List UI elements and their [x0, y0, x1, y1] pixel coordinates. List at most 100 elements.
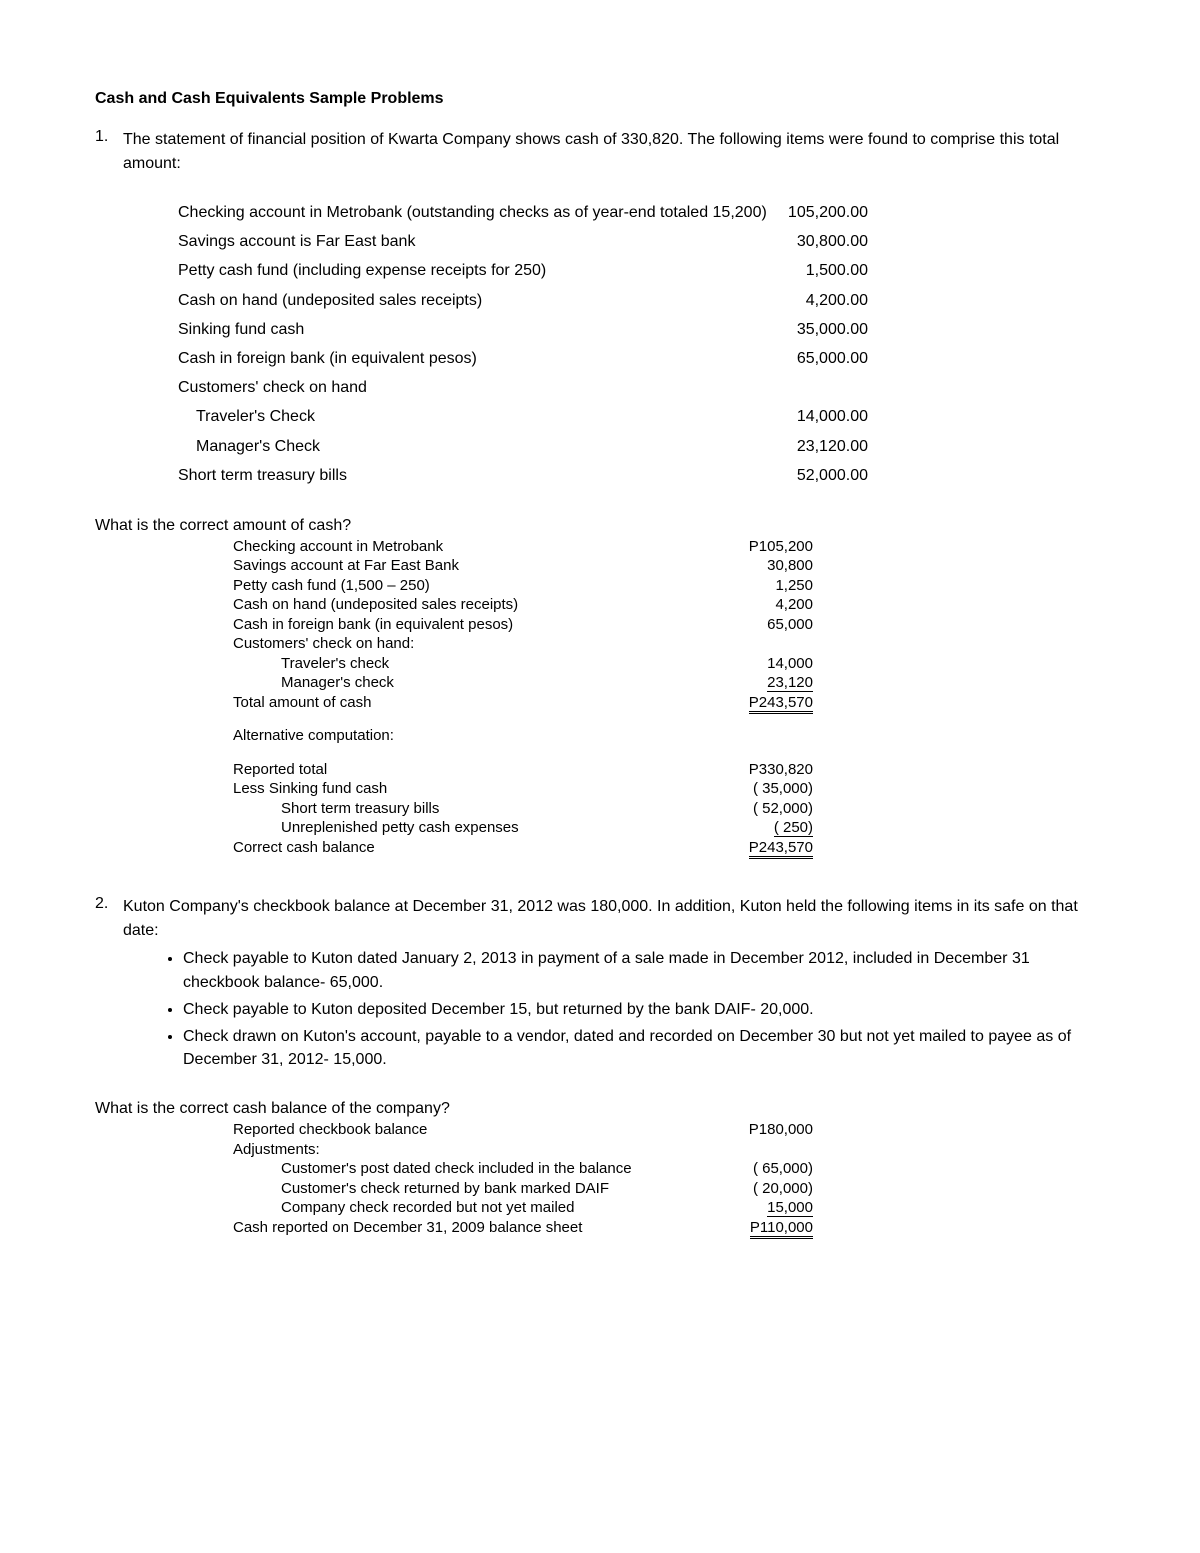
item-row: Customers' check on hand [178, 376, 868, 399]
solution-label: Customer's post dated check included in … [233, 1159, 723, 1179]
solution-value: 1,250 [723, 576, 813, 596]
solution-row: Less Sinking fund cash( 35,000) [233, 779, 813, 799]
problem-2-number: 2. [95, 895, 123, 1237]
problem-1-solution-2: Reported totalP330,820Less Sinking fund … [233, 760, 813, 858]
item-label: Traveler's Check [178, 405, 797, 428]
item-label: Savings account is Far East bank [178, 230, 797, 253]
solution-label: Manager's check [233, 673, 723, 693]
solution-row: Cash in foreign bank (in equivalent peso… [233, 615, 813, 635]
solution-row: Traveler's check14,000 [233, 654, 813, 674]
item-row: Petty cash fund (including expense recei… [178, 259, 868, 282]
problem-1: 1. The statement of financial position o… [95, 128, 1105, 857]
item-value: 30,800.00 [797, 230, 868, 253]
item-value: 65,000.00 [797, 347, 868, 370]
solution-label: Reported total [233, 760, 723, 780]
problem-2: 2. Kuton Company's checkbook balance at … [95, 895, 1105, 1237]
item-value: 4,200.00 [806, 289, 868, 312]
solution-row: Petty cash fund (1,500 – 250)1,250 [233, 576, 813, 596]
solution-label: Company check recorded but not yet maile… [233, 1198, 723, 1218]
item-label: Petty cash fund (including expense recei… [178, 259, 806, 282]
solution-value: P330,820 [723, 760, 813, 780]
problem-2-intro: Kuton Company's checkbook balance at Dec… [123, 895, 1105, 943]
problem-1-alt-label: Alternative computation: [233, 712, 813, 760]
item-label: Customers' check on hand [178, 376, 868, 399]
solution-label: Correct cash balance [233, 838, 723, 858]
solution-label: Total amount of cash [233, 693, 723, 713]
item-row: Sinking fund cash35,000.00 [178, 318, 868, 341]
solution-label: Short term treasury bills [233, 799, 723, 819]
solution-label: Checking account in Metrobank [233, 537, 723, 557]
solution-label: Savings account at Far East Bank [233, 556, 723, 576]
item-label: Cash on hand (undeposited sales receipts… [178, 289, 806, 312]
solution-value: P110,000 [723, 1218, 813, 1238]
solution-label: Petty cash fund (1,500 – 250) [233, 576, 723, 596]
solution-value: ( 35,000) [723, 779, 813, 799]
solution-row: Total amount of cashP243,570 [233, 693, 813, 713]
solution-value: P180,000 [723, 1120, 813, 1140]
item-row: Cash on hand (undeposited sales receipts… [178, 289, 868, 312]
problem-1-intro: The statement of financial position of K… [123, 128, 1105, 176]
solution-value: 15,000 [723, 1198, 813, 1218]
solution-row: Savings account at Far East Bank30,800 [233, 556, 813, 576]
solution-value: ( 20,000) [723, 1179, 813, 1199]
problem-1-solution-1: Checking account in MetrobankP105,200Sav… [233, 537, 813, 713]
solution-label: Unreplenished petty cash expenses [233, 818, 723, 838]
solution-value: P243,570 [723, 838, 813, 858]
bullet-item: Check payable to Kuton deposited Decembe… [183, 998, 1105, 1021]
solution-row: Customer's check returned by bank marked… [233, 1179, 813, 1199]
solution-row: Cash on hand (undeposited sales receipts… [233, 595, 813, 615]
solution-label: Adjustments: [233, 1140, 723, 1160]
solution-label: Customers' check on hand: [233, 634, 723, 654]
solution-row: Short term treasury bills( 52,000) [233, 799, 813, 819]
solution-row: Unreplenished petty cash expenses( 250) [233, 818, 813, 838]
solution-label: Less Sinking fund cash [233, 779, 723, 799]
solution-value: P243,570 [723, 693, 813, 713]
solution-row: Reported totalP330,820 [233, 760, 813, 780]
bullet-item: Check payable to Kuton dated January 2, … [183, 947, 1105, 993]
problem-2-bullets: Check payable to Kuton dated January 2, … [163, 947, 1105, 1071]
bullet-item: Check drawn on Kuton's account, payable … [183, 1025, 1105, 1071]
solution-value: ( 65,000) [723, 1159, 813, 1179]
item-label: Cash in foreign bank (in equivalent peso… [178, 347, 797, 370]
solution-label: Cash in foreign bank (in equivalent peso… [233, 615, 723, 635]
item-value: 14,000.00 [797, 405, 868, 428]
item-value: 105,200.00 [788, 201, 868, 224]
solution-row: Customer's post dated check included in … [233, 1159, 813, 1179]
item-value: 35,000.00 [797, 318, 868, 341]
item-row: Checking account in Metrobank (outstandi… [178, 201, 868, 224]
problem-1-items: Checking account in Metrobank (outstandi… [178, 201, 868, 487]
solution-row: Manager's check23,120 [233, 673, 813, 693]
solution-row: Cash reported on December 31, 2009 balan… [233, 1218, 813, 1238]
page-title: Cash and Cash Equivalents Sample Problem… [95, 90, 1105, 108]
problem-2-question: What is the correct cash balance of the … [95, 1100, 1105, 1118]
item-label: Sinking fund cash [178, 318, 797, 341]
item-value: 23,120.00 [797, 435, 868, 458]
solution-row: Company check recorded but not yet maile… [233, 1198, 813, 1218]
solution-value: ( 250) [723, 818, 813, 838]
item-label: Checking account in Metrobank (outstandi… [178, 201, 788, 224]
item-row: Cash in foreign bank (in equivalent peso… [178, 347, 868, 370]
alt-computation-label: Alternative computation: [233, 726, 813, 746]
solution-row: Reported checkbook balanceP180,000 [233, 1120, 813, 1140]
solution-value: 65,000 [723, 615, 813, 635]
solution-value: 14,000 [723, 654, 813, 674]
solution-value: 23,120 [723, 673, 813, 693]
solution-label: Reported checkbook balance [233, 1120, 723, 1140]
solution-label: Traveler's check [233, 654, 723, 674]
solution-row: Adjustments: [233, 1140, 813, 1160]
item-row: Short term treasury bills52,000.00 [178, 464, 868, 487]
solution-row: Correct cash balanceP243,570 [233, 838, 813, 858]
item-row: Manager's Check23,120.00 [178, 435, 868, 458]
solution-value: P105,200 [723, 537, 813, 557]
solution-value: 4,200 [723, 595, 813, 615]
problem-2-solution: Reported checkbook balanceP180,000Adjust… [233, 1120, 813, 1237]
solution-label: Cash reported on December 31, 2009 balan… [233, 1218, 723, 1238]
problem-1-number: 1. [95, 128, 123, 857]
solution-label: Customer's check returned by bank marked… [233, 1179, 723, 1199]
solution-row: Checking account in MetrobankP105,200 [233, 537, 813, 557]
solution-value: 30,800 [723, 556, 813, 576]
item-value: 52,000.00 [797, 464, 868, 487]
solution-row: Customers' check on hand: [233, 634, 813, 654]
solution-label: Cash on hand (undeposited sales receipts… [233, 595, 723, 615]
item-label: Short term treasury bills [178, 464, 797, 487]
